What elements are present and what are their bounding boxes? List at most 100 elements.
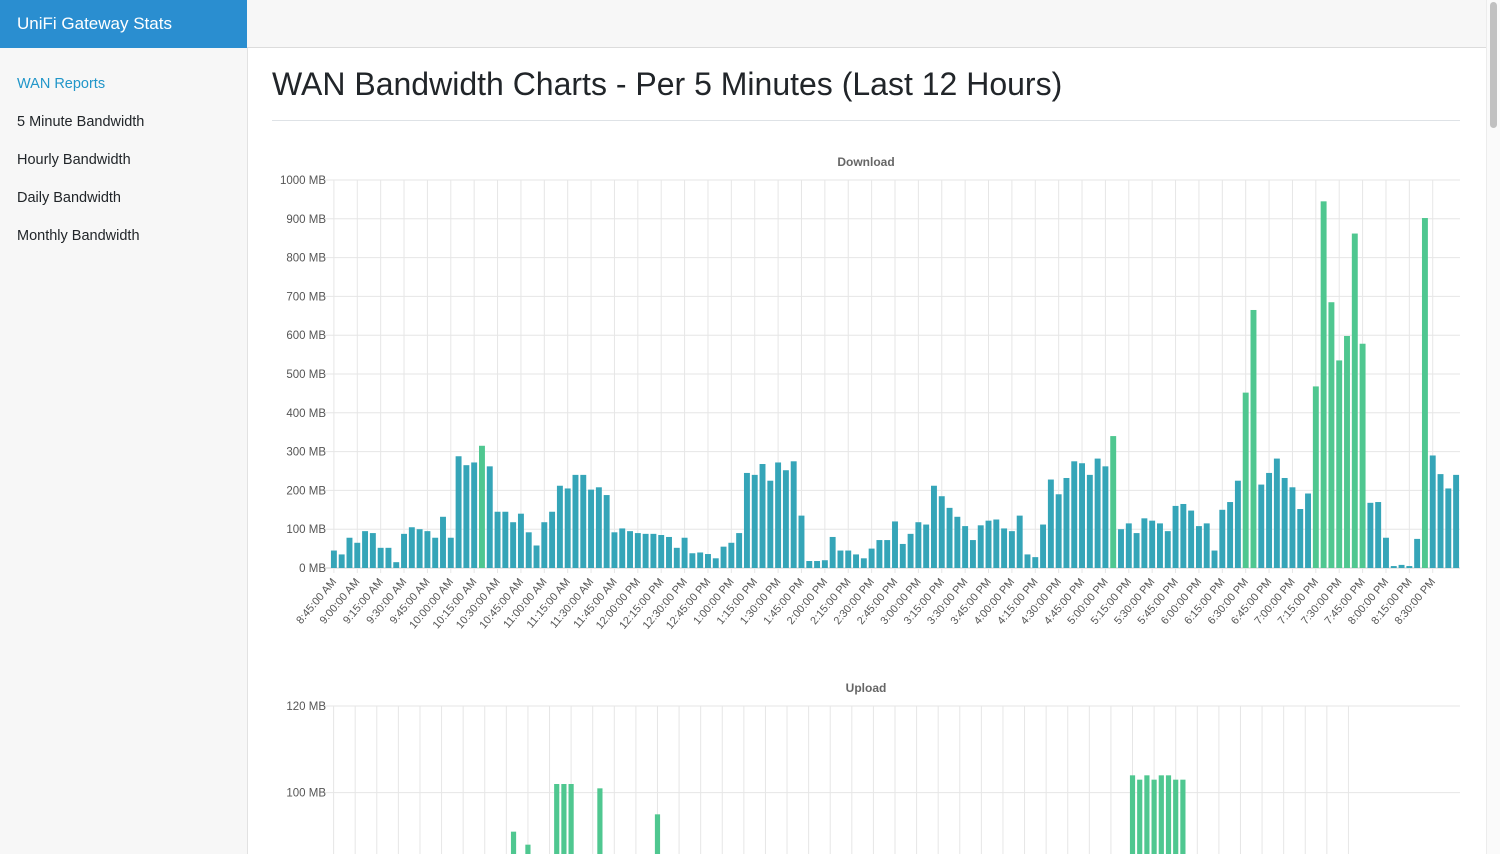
download-bar[interactable] [705,554,711,568]
download-bar[interactable] [775,462,782,568]
download-bar[interactable] [627,531,633,568]
download-bar[interactable] [985,520,992,568]
upload-bar[interactable] [597,788,603,854]
download-bar[interactable] [510,522,517,568]
download-bar[interactable] [611,532,618,568]
download-bar[interactable] [580,474,587,568]
sidebar-item-5-minute-bandwidth[interactable]: 5 Minute Bandwidth [17,114,145,130]
page-scrollbar[interactable] [1486,0,1500,854]
sidebar-item-monthly-bandwidth[interactable]: Monthly Bandwidth [17,228,140,244]
upload-bar[interactable] [1173,779,1179,854]
download-bar[interactable] [1110,436,1117,568]
upload-bar[interactable] [1129,775,1136,854]
download-bar[interactable] [338,554,345,568]
download-bar[interactable] [759,464,766,568]
download-bar[interactable] [1390,566,1397,568]
download-bar[interactable] [712,558,719,568]
download-bar[interactable] [455,456,462,568]
download-bar[interactable] [517,513,524,568]
download-bar[interactable] [751,474,758,568]
download-bar[interactable] [1008,531,1015,568]
download-bar[interactable] [1320,201,1327,568]
download-bar[interactable] [954,516,961,568]
brand-title[interactable]: UniFi Gateway Stats [0,0,247,48]
download-bar[interactable] [1258,484,1265,568]
download-bar[interactable] [1398,564,1405,568]
download-bar[interactable] [892,521,898,568]
download-bar[interactable] [1157,523,1163,568]
download-bar[interactable] [401,533,407,568]
scrollbar-thumb[interactable] [1490,2,1497,128]
download-bar[interactable] [837,550,844,568]
download-bar[interactable] [931,485,937,568]
download-bar[interactable] [868,548,875,568]
download-bar[interactable] [1227,502,1234,568]
download-bar[interactable] [1266,472,1273,568]
download-bar[interactable] [1367,502,1374,568]
download-bar[interactable] [486,466,493,568]
download-bar[interactable] [697,552,704,568]
download-bar[interactable] [1344,335,1350,568]
download-bar[interactable] [1079,463,1085,568]
download-bar[interactable] [377,547,384,568]
download-bar[interactable] [1047,479,1054,568]
download-bar[interactable] [595,487,602,568]
download-bar[interactable] [1024,554,1031,568]
download-bar[interactable] [907,533,914,568]
download-bar[interactable] [860,558,867,568]
download-bar[interactable] [821,560,828,568]
download-bar[interactable] [1359,343,1366,568]
download-bar[interactable] [1429,455,1436,568]
download-bar[interactable] [1063,477,1070,568]
download-bar[interactable] [479,445,485,568]
download-bar[interactable] [408,527,415,568]
download-bar[interactable] [1453,474,1460,568]
download-bar[interactable] [1032,557,1039,568]
download-bar[interactable] [915,522,922,568]
download-bar[interactable] [564,488,571,568]
upload-bar[interactable] [654,814,661,854]
download-bar[interactable] [393,562,400,568]
upload-bar[interactable] [561,784,567,854]
download-bar[interactable] [650,533,657,568]
download-bar[interactable] [853,554,859,568]
download-bar[interactable] [1351,233,1358,568]
download-bar[interactable] [1219,509,1226,568]
download-bar[interactable] [385,547,392,568]
upload-bar[interactable] [1151,779,1157,854]
download-bar[interactable] [962,526,969,568]
download-bar[interactable] [1055,494,1062,568]
download-bar[interactable] [1281,477,1288,568]
download-bar[interactable] [946,507,953,568]
download-bar[interactable] [416,529,423,568]
download-bar[interactable] [1102,466,1109,568]
download-bar[interactable] [782,470,789,568]
download-bar[interactable] [1289,487,1296,568]
download-bar[interactable] [525,532,532,568]
download-bar[interactable] [1445,488,1452,568]
download-bar[interactable] [588,489,595,568]
download-bar[interactable] [603,495,610,568]
download-bar[interactable] [424,531,431,568]
download-bar[interactable] [494,511,501,568]
download-bar[interactable] [1273,458,1280,568]
download-bar[interactable] [1383,537,1389,568]
upload-bar[interactable] [1165,775,1172,854]
download-bar[interactable] [1211,550,1218,568]
download-bar[interactable] [1312,386,1319,568]
download-bar[interactable] [1437,474,1444,568]
download-bar[interactable] [1001,528,1008,568]
download-bar[interactable] [634,533,641,568]
download-bar[interactable] [1336,360,1343,568]
download-bar[interactable] [673,547,680,568]
download-bar[interactable] [1234,480,1241,568]
download-bar[interactable] [642,533,649,568]
upload-bar[interactable] [1158,775,1164,854]
download-bar[interactable] [1421,218,1428,569]
download-bar[interactable] [1406,566,1413,568]
download-bar[interactable] [829,536,836,568]
download-bar[interactable] [1195,526,1202,568]
download-bar[interactable] [549,511,556,568]
download-bar[interactable] [1141,518,1148,568]
download-bar[interactable] [1125,523,1132,568]
